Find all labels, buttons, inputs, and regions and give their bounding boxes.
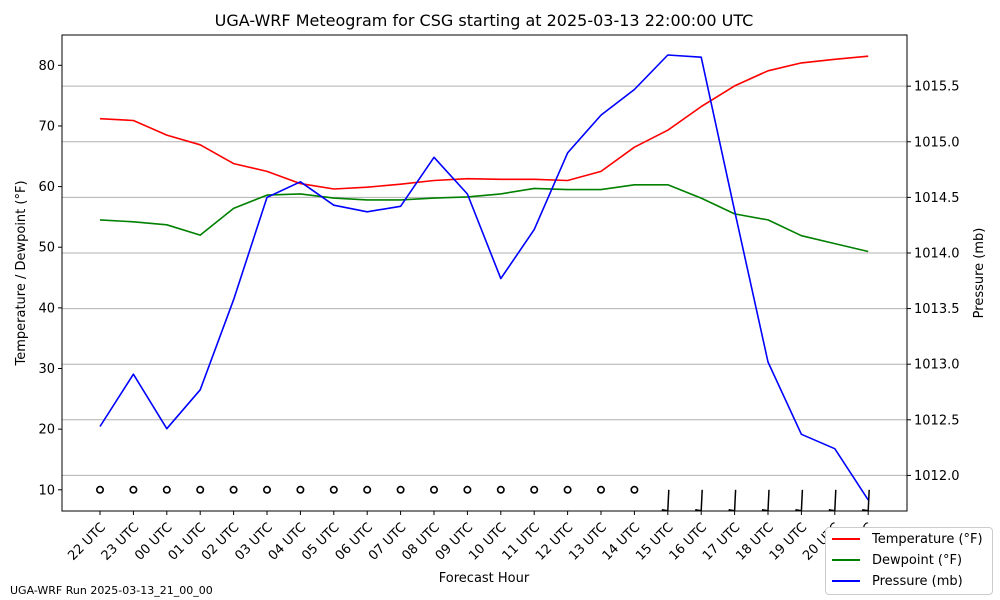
wind-barb-staff-20 [767,489,770,511]
calm-circle-11 [463,485,472,494]
chart-title: UGA-WRF Meteogram for CSG starting at 20… [214,11,754,30]
calm-circle-3 [196,485,205,494]
legend-item-dewpoint: Dewpoint (°F) [832,550,962,570]
calm-circle-2 [162,485,171,494]
series-line-dewpoint [99,184,869,253]
series-line-pressure [99,54,869,501]
right-tick-label-5: 1014.5 [914,191,960,206]
left-axis-label: Temperature / Dewpoint (°F) [14,180,29,366]
right-tick-label-2: 1013.0 [914,358,960,373]
legend-item-temperature: Temperature (°F) [832,529,983,549]
legend-label-dewpoint: Dewpoint (°F) [872,552,963,568]
legend-label-temperature: Temperature (°F) [872,531,983,547]
wind-barb-staff-19 [733,489,737,511]
calm-circle-4 [229,485,238,494]
left-tick-label-6: 70 [38,119,55,134]
left-axis-ticks: 10 20 30 40 50 60 70 80 [38,59,62,498]
legend-swatch-pressure [832,580,860,582]
right-tick-label-0: 1012.0 [914,469,960,484]
left-tick-label-2: 30 [38,362,55,377]
wind-barb-staff-23 [867,489,870,511]
right-axis-label: Pressure (mb) [972,228,987,319]
legend-swatch-dewpoint [832,559,860,561]
series-lines [99,54,869,501]
calm-circle-0 [96,485,105,494]
left-tick-label-0: 10 [38,483,55,498]
right-tick-label-1: 1012.5 [914,413,960,428]
calm-circle-10 [429,485,438,494]
run-footer: UGA-WRF Run 2025-03-13_21_00_00 [10,584,213,597]
plot-frame [61,34,908,512]
left-tick-label-3: 40 [38,301,55,316]
gridlines [62,85,907,476]
calm-circle-5 [262,485,271,494]
right-tick-label-6: 1015.0 [914,135,960,150]
wind-barb-staff-22 [834,489,837,511]
x-axis-label: Forecast Hour [439,571,530,586]
calm-circle-8 [363,485,372,494]
calm-circle-14 [563,485,572,494]
series-line-temperature [99,55,869,190]
left-tick-label-7: 80 [38,59,55,74]
calm-circle-16 [630,485,639,494]
legend-swatch-temperature [832,538,860,540]
left-tick-label-5: 60 [38,180,55,195]
left-tick-label-4: 50 [38,241,55,256]
calm-circle-6 [296,485,305,494]
wind-barb-staff-18 [700,489,703,511]
calm-circle-1 [129,485,138,494]
calm-circle-7 [329,485,338,494]
right-tick-label-4: 1014.0 [914,246,960,261]
wind-barbs [96,485,870,512]
wind-barb-staff-21 [800,489,804,511]
right-tick-label-7: 1015.5 [914,80,960,95]
calm-circle-12 [496,485,505,494]
legend-label-pressure: Pressure (mb) [872,573,963,589]
calm-circle-13 [530,485,539,494]
left-tick-label-1: 20 [38,423,55,438]
calm-circle-9 [396,485,405,494]
legend-item-pressure: Pressure (mb) [832,571,963,591]
right-axis-ticks: 1012.0 1012.5 1013.0 1013.5 1014.0 1014.5 1015… [907,80,960,484]
wind-barb-staff-17 [667,489,670,511]
calm-circle-15 [596,485,605,494]
right-tick-label-3: 1013.5 [914,302,960,317]
legend: Temperature (°F) Dewpoint (°F) Pressure … [825,527,993,595]
